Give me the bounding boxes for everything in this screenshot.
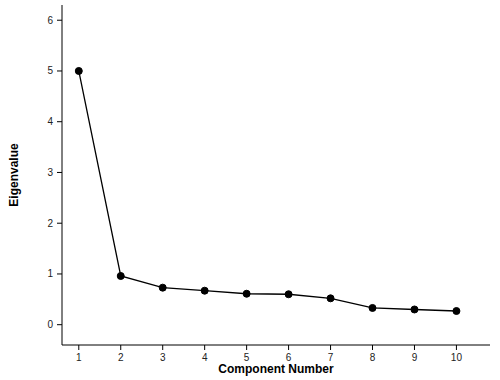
point <box>117 272 124 279</box>
x-axis-title: Component Number <box>218 362 334 376</box>
x-tick <box>372 345 373 350</box>
y-tick-label: 5 <box>47 65 53 76</box>
x-tick <box>162 345 163 350</box>
point <box>453 308 460 315</box>
point <box>159 284 166 291</box>
x-tick-label: 3 <box>160 352 166 363</box>
point <box>327 295 334 302</box>
x-tick <box>120 345 121 350</box>
x-tick <box>414 345 415 350</box>
y-tick <box>57 70 62 71</box>
y-tick-label: 2 <box>47 218 53 229</box>
y-tick <box>57 273 62 274</box>
x-tick <box>288 345 289 350</box>
chart-container: 012345612345678910Component NumberEigenv… <box>0 0 500 380</box>
y-tick <box>57 324 62 325</box>
point <box>201 287 208 294</box>
x-tick <box>330 345 331 350</box>
point <box>411 306 418 313</box>
chart-svg: 012345612345678910Component NumberEigenv… <box>0 0 500 380</box>
point <box>75 67 82 74</box>
y-tick <box>57 223 62 224</box>
y-tick <box>57 172 62 173</box>
x-tick <box>78 345 79 350</box>
x-tick <box>204 345 205 350</box>
y-tick-label: 4 <box>47 116 53 127</box>
x-tick-label: 2 <box>118 352 124 363</box>
x-tick-label: 9 <box>412 352 418 363</box>
x-tick-label: 4 <box>202 352 208 363</box>
point <box>243 290 250 297</box>
scree-line <box>79 71 457 311</box>
x-tick-label: 1 <box>76 352 82 363</box>
x-tick <box>246 345 247 350</box>
x-tick-label: 8 <box>370 352 376 363</box>
y-axis-title: Eigenvalue <box>7 143 21 207</box>
y-tick-label: 6 <box>47 15 53 26</box>
x-axis-line <box>62 345 490 346</box>
plot-area <box>75 67 460 314</box>
point <box>369 304 376 311</box>
y-tick-label: 3 <box>47 167 53 178</box>
y-tick <box>57 121 62 122</box>
point <box>285 291 292 298</box>
y-tick <box>57 20 62 21</box>
y-tick-label: 0 <box>47 319 53 330</box>
y-tick-label: 1 <box>47 268 53 279</box>
x-tick-label: 10 <box>451 352 463 363</box>
y-axis-line <box>62 5 63 345</box>
x-tick <box>456 345 457 350</box>
